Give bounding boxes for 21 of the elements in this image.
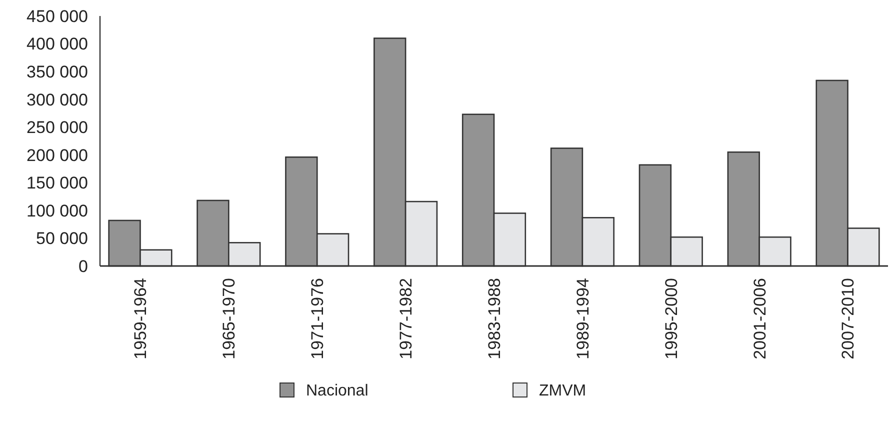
legend-label: Nacional — [306, 382, 368, 400]
y-tick-label: 400 000 — [26, 34, 88, 54]
x-tick-label: 1959-1964 — [131, 278, 150, 360]
x-tick-label: 2007-2010 — [838, 278, 858, 360]
y-tick-label: 150 000 — [26, 174, 88, 193]
x-tick-label: 2001-2006 — [750, 278, 770, 360]
x-tick-label: 1995-2000 — [662, 278, 681, 360]
y-tick-label: 0 — [78, 256, 88, 276]
y-tick-label: 100 000 — [26, 201, 88, 220]
x-tick-label: 1989-1994 — [573, 278, 592, 360]
y-tick-label: 50 000 — [36, 229, 88, 248]
y-tick-label: 250 000 — [26, 118, 88, 138]
x-tick-label: 1977-1982 — [396, 278, 416, 360]
x-tick-label: 1983-1988 — [484, 278, 504, 360]
x-tick-label: 1965-1970 — [220, 278, 239, 360]
y-tick-label: 450 000 — [26, 6, 88, 26]
y-tick-label: 200 000 — [26, 146, 88, 165]
y-tick-label: 350 000 — [26, 62, 88, 82]
x-tick-label: 1971-1976 — [308, 278, 328, 360]
legend-label: ZMVM — [539, 382, 586, 400]
y-tick-label: 300 000 — [26, 90, 88, 110]
